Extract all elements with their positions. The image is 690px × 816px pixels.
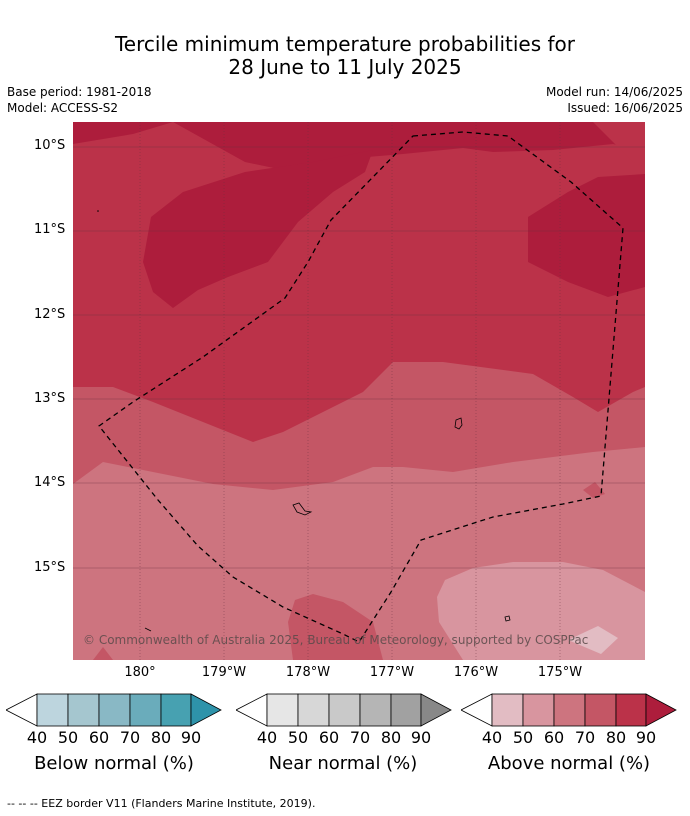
- colorbar-near-swatches: [235, 693, 452, 727]
- near-swatch-50: [297, 693, 330, 727]
- below-swatch-80: [160, 693, 192, 727]
- lat-label-10s: 10°S: [34, 138, 66, 153]
- below-tick-40: 40: [26, 728, 48, 747]
- eez-border-note: -- -- -- EEZ border V11 (Flanders Marine…: [7, 797, 316, 810]
- below-normal-title: Below normal (%): [34, 753, 194, 774]
- below-swatch-70: [129, 693, 162, 727]
- island-southwest: [144, 627, 152, 632]
- field-70-south: [288, 594, 383, 660]
- above-swatch-40: [491, 693, 524, 727]
- colorbar-near-normal: [235, 693, 452, 731]
- above-swatch-80: [615, 693, 647, 727]
- field-70-spot: [583, 482, 605, 498]
- near-tick-40: 40: [256, 728, 278, 747]
- colorbar-below-swatches: [5, 693, 222, 727]
- above-tick-60: 60: [543, 728, 565, 747]
- above-tick-70: 70: [574, 728, 596, 747]
- above-tick-90: 90: [635, 728, 657, 747]
- above-swatch-60: [553, 693, 586, 727]
- base-period: Base period: 1981-2018: [7, 85, 152, 99]
- near-normal-title: Near normal (%): [268, 753, 418, 774]
- near-tick-50: 50: [287, 728, 309, 747]
- lat-label-14s: 14°S: [34, 475, 66, 490]
- lat-label-11s: 11°S: [34, 222, 66, 237]
- below-tick-90: 90: [180, 728, 202, 747]
- near-swatch-under: [235, 693, 268, 727]
- above-swatch-70: [584, 693, 617, 727]
- below-tick-60: 60: [88, 728, 110, 747]
- near-swatch-70: [359, 693, 392, 727]
- island-central: [292, 502, 313, 516]
- above-normal-title: Above normal (%): [487, 753, 651, 774]
- below-tick-80: 80: [150, 728, 172, 747]
- field-90-west: [143, 150, 373, 308]
- near-swatch-80: [390, 693, 422, 727]
- above-tick-40: 40: [481, 728, 503, 747]
- lat-label-12s: 12°S: [34, 307, 66, 322]
- colorbar-above-swatches: [460, 693, 677, 727]
- below-tick-70: 70: [119, 728, 141, 747]
- copyright-notice: © Commonwealth of Australia 2025, Bureau…: [83, 633, 589, 647]
- field-80-topright: [593, 122, 645, 167]
- above-tick-50: 50: [512, 728, 534, 747]
- below-swatch-60: [98, 693, 131, 727]
- near-tick-70: 70: [349, 728, 371, 747]
- field-90-topleft: [73, 122, 173, 144]
- lat-label-15s: 15°S: [34, 560, 66, 575]
- near-tick-60: 60: [318, 728, 340, 747]
- above-tick-80: 80: [605, 728, 627, 747]
- lon-label-180: 180°: [124, 665, 156, 680]
- below-swatch-40: [36, 693, 69, 727]
- above-swatch-over: [645, 693, 677, 727]
- map-title-line2: 28 June to 11 July 2025: [228, 55, 462, 79]
- lon-label-177w: 177°W: [369, 665, 415, 680]
- island-northwest: [97, 210, 99, 212]
- below-swatch-over: [190, 693, 222, 727]
- issued-date: Issued: 16/06/2025: [567, 101, 683, 115]
- lon-label-178w: 178°W: [285, 665, 331, 680]
- below-swatch-under: [5, 693, 38, 727]
- lat-label-13s: 13°S: [34, 391, 66, 406]
- above-swatch-under: [460, 693, 493, 727]
- island-southeast: [504, 615, 511, 622]
- lon-label-176w: 176°W: [453, 665, 499, 680]
- map-canvas: [73, 122, 645, 660]
- probability-map: © Commonwealth of Australia 2025, Bureau…: [73, 122, 645, 660]
- field-40: [568, 626, 618, 654]
- eez-border: [98, 131, 624, 643]
- lon-label-179w: 179°W: [201, 665, 247, 680]
- below-tick-50: 50: [57, 728, 79, 747]
- near-tick-90: 90: [410, 728, 432, 747]
- colorbar-below-normal: [5, 693, 222, 731]
- model-name: Model: ACCESS-S2: [7, 101, 119, 115]
- map-title-line1: Tercile minimum temperature probabilitie…: [114, 32, 576, 56]
- near-swatch-over: [420, 693, 452, 727]
- near-swatch-60: [328, 693, 361, 727]
- lon-label-175w: 175°W: [537, 665, 583, 680]
- model-run: Model run: 14/06/2025: [545, 85, 683, 99]
- near-tick-80: 80: [380, 728, 402, 747]
- field-90-east: [528, 174, 645, 297]
- grid-lines: [73, 146, 645, 569]
- above-swatch-50: [522, 693, 555, 727]
- island-east: [454, 417, 463, 430]
- colorbar-above-normal: [460, 693, 677, 731]
- field-70-sw: [93, 647, 113, 660]
- below-swatch-50: [67, 693, 100, 727]
- near-swatch-40: [266, 693, 299, 727]
